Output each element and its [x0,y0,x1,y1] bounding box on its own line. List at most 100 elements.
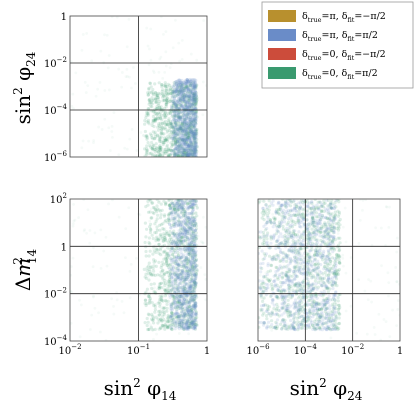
scatter-point-green [165,99,169,103]
scatter-point-green [153,97,157,101]
scatter-point-green [192,133,196,137]
scatter-point-blue [186,320,190,324]
scatter-point-green [161,99,165,103]
scatter-point-green [179,313,183,317]
scatter-point-green [175,305,179,309]
scatter-point-blue [192,216,196,220]
scatter-point-green [185,220,189,224]
scatter-point-green [337,255,341,259]
scatter-point [120,299,124,303]
scatter-point-green [165,270,169,275]
scatter-point-green [170,317,174,321]
scatter-point-blue [185,321,189,325]
scatter-point-green [194,221,198,225]
scatter-point-green [156,154,160,157]
scatter-point-blue [187,301,191,305]
scatter-point-green [144,151,148,155]
scatter-point-blue [182,144,187,148]
scatter-point-blue [186,323,190,328]
scatter-point-green [192,92,196,96]
scatter-point-green [145,266,149,270]
scatter-point-green [175,242,179,246]
scatter-point-blue [175,210,179,214]
scatter-point-green [189,148,193,152]
scatter-point-green [181,296,186,300]
scatter-point-green [186,230,190,234]
scatter-point-green [193,323,197,327]
scatter-point-green [164,127,168,131]
scatter-point-blue [185,138,189,142]
scatter-point-blue [180,118,184,122]
scatter-point-blue [182,226,187,230]
scatter-point-green [147,327,151,332]
scatter-point-green [191,133,195,138]
scatter-point-blue [192,151,196,155]
scatter-point-blue [184,327,188,331]
scatter-point-blue [179,87,184,91]
scatter-point-blue [181,106,185,110]
scatter-point-blue [177,91,182,95]
scatter-point-green [157,138,161,142]
scatter-point-green [194,310,198,314]
scatter-point-blue [189,136,193,140]
scatter-point-green [186,305,190,309]
scatter-point-blue [179,131,183,135]
scatter-point [80,48,84,52]
scatter-point-green [165,113,169,117]
scatter-point-green [181,214,185,218]
scatter-point-green [160,295,164,299]
scatter-point [152,247,155,251]
scatter-point-green [146,264,150,268]
scatter-point-green [166,155,170,157]
scatter-point-green [158,282,162,286]
scatter-point-green [162,152,166,156]
scatter-point-green [186,290,190,294]
scatter-point [142,133,145,137]
scatter-point [152,337,155,341]
scatter-point-green [168,126,172,130]
scatter-point-blue [194,145,198,149]
scatter-point-green [190,254,194,258]
scatter-point-blue [191,268,196,272]
scatter-point-green [180,100,184,104]
scatter-point-blue [176,312,180,317]
scatter-point-blue [194,134,198,138]
scatter-point [135,256,138,260]
scatter-point-blue [190,276,194,280]
scatter-point-green [193,92,197,97]
scatter-point-blue [180,143,184,147]
scatter-point [196,145,200,149]
scatter-point-green [195,323,199,327]
scatter-point-green [160,128,164,132]
scatter-point-green [151,121,155,125]
scatter-point [172,289,176,293]
scatter-point-green [181,285,185,289]
scatter-point-green [173,151,177,155]
scatter-point-green [153,130,157,134]
scatter-point [180,58,184,61]
scatter-point-green [172,320,176,324]
scatter-point-green [322,199,326,203]
scatter-point-green [148,242,152,246]
scatter-point-green [192,319,196,323]
scatter-point-green [173,249,177,253]
scatter-point-green [163,233,167,237]
scatter-point-green [193,105,197,109]
scatter-point-green [182,149,186,153]
scatter-point-green [163,289,167,293]
scatter-point-green [177,272,181,277]
scatter-point-green [156,117,160,121]
scatter-point-blue [192,100,196,104]
scatter-point-blue [192,117,196,121]
scatter-point-blue [186,231,190,235]
scatter-point-blue [193,224,197,228]
scatter-point-green [183,104,188,108]
scatter-point [100,128,104,131]
scatter-point-green [190,240,194,245]
scatter-point-green [155,146,159,150]
scatter-point-blue [187,103,192,107]
scatter-point-blue [174,121,178,125]
scatter-point-blue [186,285,190,289]
scatter-point-green [160,208,164,212]
